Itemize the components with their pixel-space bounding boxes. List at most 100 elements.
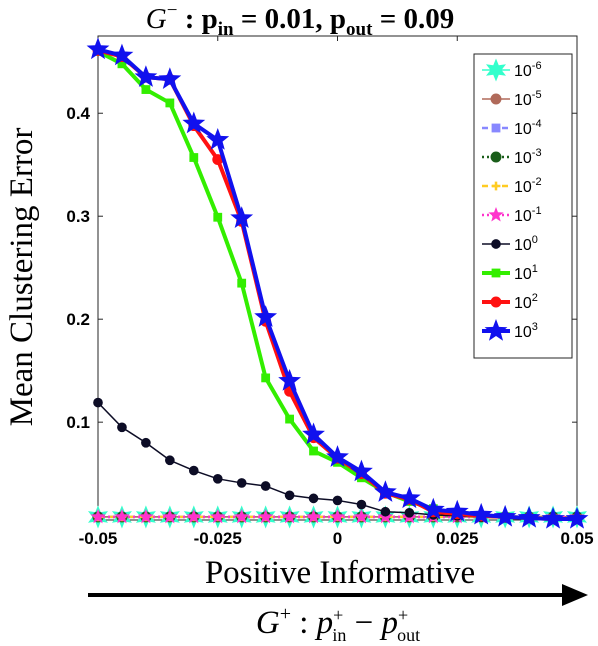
data-point: [332, 495, 343, 506]
bottom-colon: :: [291, 605, 317, 641]
data-point: [258, 508, 274, 524]
title-g-sup: −: [167, 0, 178, 21]
legend-marker: [491, 239, 501, 249]
data-point: [110, 43, 134, 66]
title-g: G: [146, 3, 167, 35]
legend-marker: [490, 296, 502, 308]
data-point: [165, 455, 175, 466]
legend-label: 101: [514, 263, 538, 283]
legend-entry: 10-4: [482, 118, 542, 138]
bottom-label: G+ : p+ in − p+ out: [256, 603, 420, 645]
data-point: [114, 508, 130, 524]
legend-marker: [491, 181, 501, 191]
data-point: [189, 153, 199, 162]
data-point: [284, 490, 295, 501]
series-9: [86, 37, 589, 529]
bottom-p2: p: [379, 605, 398, 641]
data-point: [281, 508, 298, 524]
data-point: [326, 445, 349, 467]
y-tick-label: 0.4: [66, 104, 90, 123]
legend-label: 10-6: [514, 60, 542, 80]
data-point: [162, 508, 178, 524]
data-point: [308, 493, 319, 504]
bottom-p2-sup: +: [398, 605, 408, 625]
legend-marker: [486, 58, 506, 82]
data-point: [493, 504, 517, 527]
data-point: [309, 446, 318, 456]
legend-entry: 10-3: [482, 147, 542, 167]
bottom-g-sup: +: [280, 603, 291, 625]
data-point: [329, 508, 346, 524]
data-point: [230, 206, 254, 228]
legend-label: 10-4: [514, 118, 542, 138]
data-point: [541, 506, 565, 529]
data-point: [86, 37, 110, 60]
bottom-p1-sub: in: [332, 625, 346, 645]
data-point: [278, 368, 302, 391]
x-tick-label: -0.025: [194, 529, 242, 548]
legend-entry: 102: [482, 292, 538, 312]
bottom-minus: −: [346, 605, 381, 641]
data-point: [565, 506, 589, 529]
legend-entry: 10-5: [482, 89, 542, 109]
data-point: [134, 65, 158, 87]
data-point: [236, 478, 247, 488]
legend-label: 10-2: [514, 176, 542, 196]
legend-label: 100: [514, 234, 538, 254]
legend-marker: [488, 207, 504, 222]
legend-marker: [490, 93, 502, 105]
legend: 10-6 10-5 10-4 10-3 10-2 10-1 100 101 102 103: [473, 53, 573, 359]
x-tick-label: 0: [333, 529, 342, 548]
data-point: [404, 507, 415, 518]
title-eq1: = 0.01,: [234, 3, 330, 35]
legend-label: 10-5: [514, 89, 542, 109]
legend-marker: [484, 319, 508, 341]
legend-label: 102: [514, 292, 538, 312]
legend-entry: 103: [482, 319, 538, 341]
data-point: [158, 67, 182, 89]
y-tick-label: 0.3: [66, 207, 90, 226]
legend-entry: 100: [482, 234, 538, 254]
direction-arrow: [88, 584, 588, 606]
data-point: [117, 422, 127, 433]
data-point: [254, 305, 278, 327]
legend-marker: [490, 151, 502, 163]
data-point: [356, 499, 367, 510]
data-point: [165, 98, 175, 108]
data-point: [421, 497, 445, 520]
data-point: [469, 502, 493, 525]
legend-entry: 10-1: [482, 205, 542, 225]
title-p-out-sub: out: [346, 19, 373, 40]
data-point: [305, 508, 322, 524]
title-p-in-sub: in: [218, 19, 234, 40]
bottom-p1-sup: +: [333, 605, 343, 625]
legend-label: 103: [514, 321, 538, 341]
chart-title: G− : pin = 0.01, pout = 0.09: [146, 0, 454, 40]
legend-entry: 101: [482, 263, 538, 283]
legend-entry: 10-6: [482, 58, 542, 82]
data-point: [138, 508, 154, 524]
data-point: [212, 473, 223, 484]
legend-entry: 10-2: [482, 176, 542, 196]
data-point: [141, 85, 151, 94]
x-axis-label: Positive Informative: [205, 555, 475, 591]
x-tick-label: 0.025: [436, 529, 479, 548]
data-point: [90, 508, 106, 524]
data-point: [350, 459, 373, 482]
legend-label: 10-1: [514, 205, 542, 225]
y-tick-label: 0.2: [66, 310, 90, 329]
data-point: [285, 414, 294, 424]
y-tick-label: 0.1: [66, 413, 90, 432]
data-point: [186, 508, 202, 524]
data-point: [373, 480, 397, 502]
title-p-in: p: [202, 3, 218, 35]
bottom-g: G: [256, 605, 280, 641]
title-p-out: p: [330, 3, 346, 35]
data-point: [380, 506, 391, 517]
data-point: [445, 499, 469, 522]
data-point: [188, 465, 199, 476]
x-tick-label: 0.05: [560, 529, 593, 548]
y-axis-label: Mean Clustering Error: [4, 128, 40, 427]
data-point: [353, 508, 370, 524]
y-ticks: 0.1 0.2 0.3 0.4: [66, 104, 577, 432]
